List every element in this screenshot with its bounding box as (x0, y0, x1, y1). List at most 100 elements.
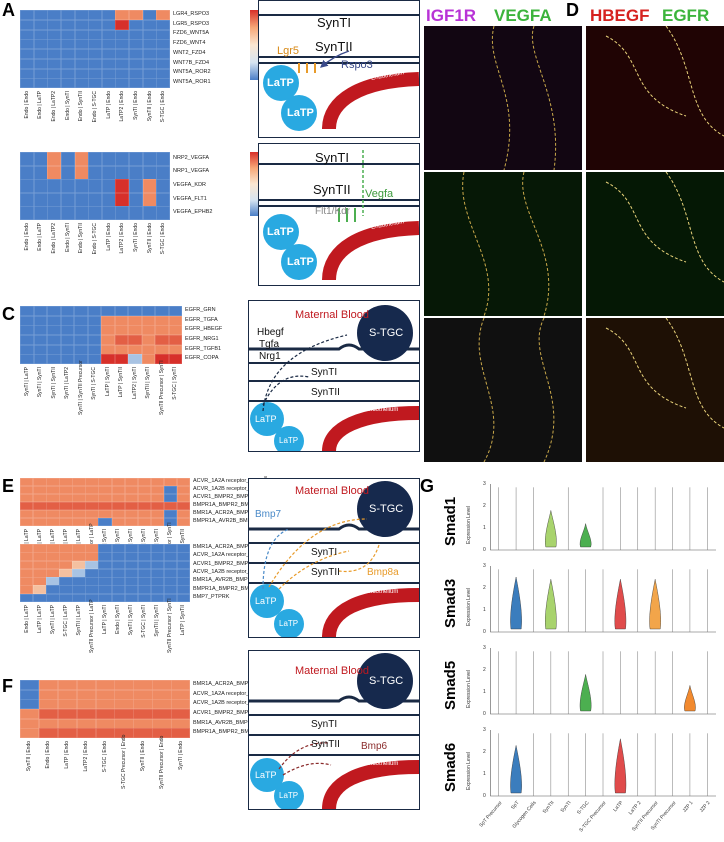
heatmap-cell (129, 192, 144, 207)
heatmap-cell (155, 325, 169, 336)
heatmap-cell (87, 325, 102, 336)
endothelium-label: Endothelium (365, 589, 399, 595)
diagram-e-bmp: Maternal Blood S-TGC Bmp7 Bmp8a SynTI Sy… (248, 478, 420, 638)
heatmap-cell (85, 494, 99, 503)
heatmap-cell (150, 568, 165, 578)
heatmap-cell (20, 325, 34, 336)
heatmap-cell (141, 335, 156, 346)
micro-b-top (424, 26, 582, 170)
heatmap-cell (74, 306, 88, 317)
heatmap-cell (115, 78, 130, 89)
heatmap-cell (133, 718, 153, 729)
heatmap-row-label: WNT2_FZD4 (173, 49, 206, 56)
heatmap-cell (47, 39, 62, 50)
panel-label-a: A (2, 0, 15, 20)
heatmap-cell (98, 486, 112, 495)
heatmap-cell (46, 544, 60, 553)
heatmap-cell (115, 49, 130, 60)
heatmap-cell (46, 502, 60, 511)
violin-row (490, 648, 716, 715)
heatmap-row-label: ACVR_1A2A receptor_BMP6 (193, 690, 265, 697)
heatmap-cell (142, 39, 157, 50)
heatmap-cell (74, 315, 88, 326)
violin-y-tick: 0 (483, 793, 486, 799)
heatmap-col-label: Endo | S-TGC (92, 223, 98, 255)
violin-y-tick: 3 (483, 645, 486, 651)
latp-label-1: LaTP (267, 226, 294, 238)
heatmap-cell (33, 502, 47, 511)
heatmap-cell (128, 315, 142, 326)
micro-b-mid (424, 172, 582, 316)
heatmap-cell (20, 585, 34, 595)
heatmap-col-label: SynTI | SynTI (128, 605, 135, 636)
heatmap-cell (124, 494, 139, 503)
heatmap-col-label: LaTP | SynTII (118, 367, 125, 398)
heatmap-cell (129, 49, 144, 60)
heatmap-cell (60, 68, 75, 79)
stgc-label: S-TGC (369, 327, 404, 339)
heatmap-cell (60, 306, 75, 317)
heatmap-cell (72, 577, 86, 586)
endothelium-label: Endothelium (365, 407, 399, 413)
heatmap-cell (137, 518, 152, 527)
heatmap-cell (20, 344, 34, 355)
heatmap-cell (142, 192, 157, 207)
heatmap-cell (111, 552, 125, 561)
heatmap-cell (46, 518, 60, 527)
heatmap-e-bmp8a: ACVR_1A2A receptor_BMP8A ACVR_1A2B recept… (20, 476, 268, 577)
heatmap-cell (101, 152, 116, 166)
diagram-c-egfr: Maternal Blood S-TGC Hbegf Tgfa Nrg1 Syn… (248, 300, 420, 452)
heatmap-cell (46, 585, 60, 595)
latp-label-1: LaTP (267, 77, 294, 89)
heatmap-col-label: Endo | LaTP (23, 605, 30, 633)
heatmap-cell (101, 10, 116, 21)
heatmap-row-label: WNT7B_FZD4 (173, 59, 210, 66)
heatmap-cell (163, 560, 178, 570)
heatmap-cell (101, 39, 116, 50)
heatmap-cell (76, 718, 96, 729)
heatmap-cell (114, 699, 134, 710)
heatmap-cell (59, 593, 73, 603)
heatmap-row-label: EGFR_TGFB1 (185, 345, 222, 352)
diagram-f-bmp6: Maternal Blood S-TGC Bmp6 SynTI SynTII L… (248, 650, 420, 810)
heatmap-cell (46, 560, 60, 570)
heatmap-cell (156, 206, 171, 221)
stgc-label: S-TGC (369, 675, 404, 687)
stgc-label: S-TGC (369, 503, 404, 515)
heatmap-cell (111, 502, 125, 511)
violin-y-tick: 2 (483, 585, 486, 591)
heatmap-cell (114, 689, 134, 700)
heatmap-cell (115, 165, 130, 180)
heatmap-cell (46, 486, 60, 495)
heatmap-col-label: SynTII Precursor | SynTI (158, 360, 165, 415)
heatmap-cell (98, 585, 112, 595)
heatmap-cell (124, 486, 139, 495)
heatmap-col-label: LaTP | SynTI (102, 605, 108, 634)
heatmap-cell (72, 494, 86, 503)
latp-label-1: LaTP (255, 414, 277, 424)
latp-label-2: LaTP (279, 619, 299, 628)
violin-y-tick: 1 (483, 771, 486, 777)
heatmap-cell (171, 718, 191, 729)
heatmap-cell (95, 728, 115, 739)
heatmap-col-label: LaTP2 | Endo (119, 91, 126, 122)
heatmap-cell (85, 502, 99, 511)
heatmap-cell (46, 494, 60, 503)
heatmap-cell (20, 29, 35, 40)
heatmap-cell (20, 10, 35, 21)
heatmap-col-label: SynTII | LaTP (75, 605, 82, 636)
micro-d-bottom (586, 318, 724, 462)
heatmap-cell (176, 510, 191, 519)
heatmap-col-label: SynTI | SynTII Precursor (77, 360, 84, 415)
heatmap-grid (20, 680, 191, 739)
heatmap-cell (20, 709, 40, 720)
heatmap-cell (47, 68, 62, 79)
heatmap-row-label: EGFR_COPA (185, 355, 219, 362)
heatmap-cell (101, 315, 115, 326)
heatmap-cell (20, 552, 34, 561)
heatmap-cell (115, 19, 130, 30)
heatmap-cell (155, 354, 169, 365)
heatmap-cell (114, 680, 134, 691)
heatmap-cell (124, 510, 139, 519)
heatmap-col-label: SynTII | SynTI (145, 367, 152, 399)
